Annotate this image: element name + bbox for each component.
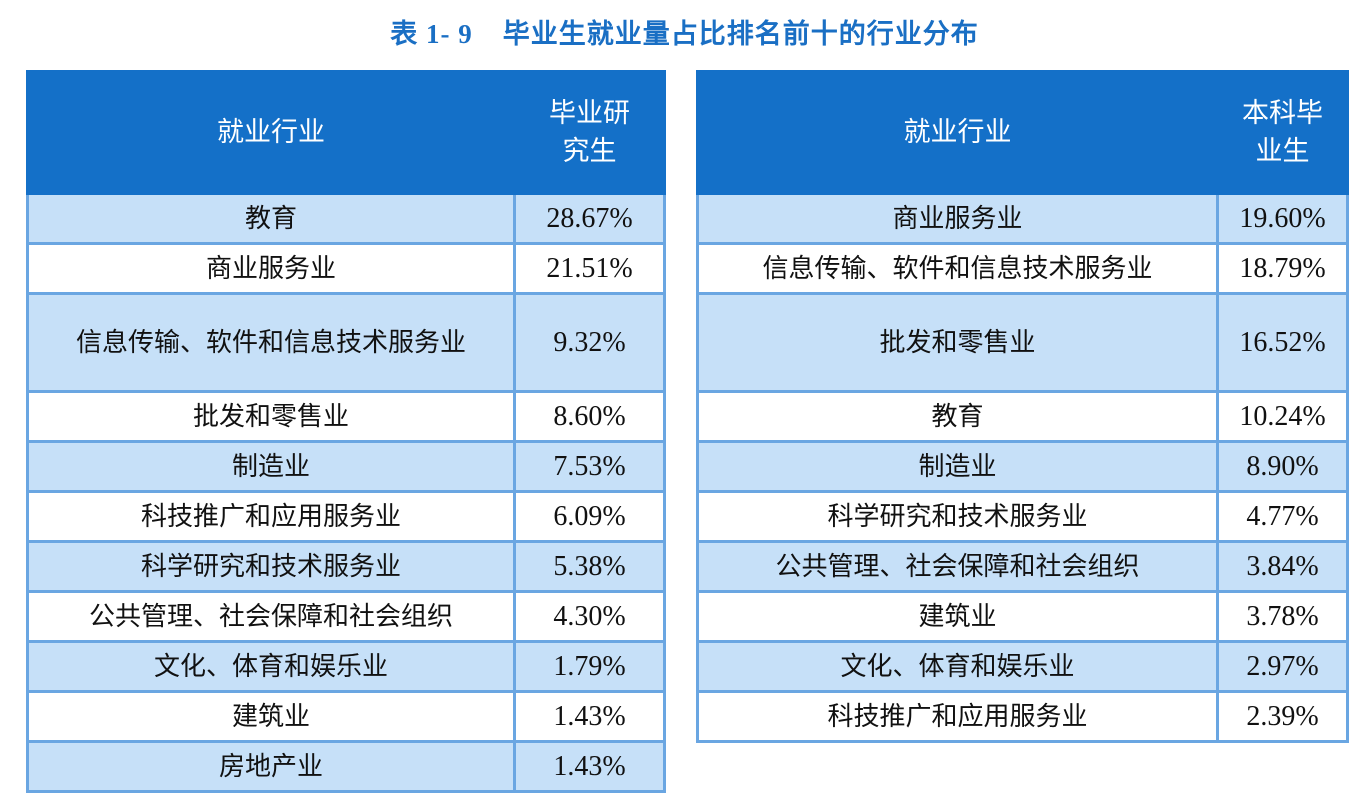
share-cell: 16.52% [1216,292,1349,393]
column-header-industry: 就业行业 [696,70,1219,195]
table-title: 毕业生就业量占比排名前十的行业分布 [502,19,979,50]
share-cell: 8.90% [1216,440,1349,493]
table-row: 批发和零售业 8.60% [26,390,666,443]
column-header-industry: 就业行业 [26,70,516,195]
industry-cell: 科技推广和应用服务业 [696,690,1219,743]
industry-cell: 商业服务业 [26,242,516,295]
table-row: 科学研究和技术服务业 4.77% [696,490,1349,543]
industry-cell: 公共管理、社会保障和社会组织 [26,590,516,643]
share-cell: 19.60% [1216,192,1349,245]
share-cell: 1.43% [513,690,666,743]
industry-cell: 制造业 [696,440,1219,493]
table-row: 教育 28.67% [26,192,666,245]
table-row: 建筑业 3.78% [696,590,1349,643]
share-cell: 4.77% [1216,490,1349,543]
table-row: 商业服务业 19.60% [696,192,1349,245]
table-row: 房地产业 1.43% [26,740,666,793]
column-header-graduate: 毕业研究生 [513,70,666,195]
share-cell: 7.53% [513,440,666,493]
share-cell: 1.43% [513,740,666,793]
share-cell: 21.51% [513,242,666,295]
table-row: 建筑业 1.43% [26,690,666,743]
industry-cell: 建筑业 [696,590,1219,643]
share-cell: 9.32% [513,292,666,393]
table-row: 制造业 8.90% [696,440,1349,493]
share-cell: 18.79% [1216,242,1349,295]
industry-cell: 批发和零售业 [696,292,1219,393]
table-row: 信息传输、软件和信息技术服务业 9.32% [26,292,666,393]
table-row: 信息传输、软件和信息技术服务业 18.79% [696,242,1349,295]
table-row: 科学研究和技术服务业 5.38% [26,540,666,593]
table-row: 批发和零售业 16.52% [696,292,1349,393]
share-cell: 1.79% [513,640,666,693]
share-cell: 2.39% [1216,690,1349,743]
industry-cell: 建筑业 [26,690,516,743]
table-row: 科技推广和应用服务业 2.39% [696,690,1349,743]
table-row: 文化、体育和娱乐业 1.79% [26,640,666,693]
industry-cell: 房地产业 [26,740,516,793]
industry-cell: 批发和零售业 [26,390,516,443]
industry-cell: 制造业 [26,440,516,493]
table-row: 公共管理、社会保障和社会组织 3.84% [696,540,1349,593]
industry-cell: 科学研究和技术服务业 [26,540,516,593]
industry-cell: 信息传输、软件和信息技术服务业 [696,242,1219,295]
share-cell: 10.24% [1216,390,1349,443]
graduate-industry-table: 就业行业 毕业研究生 教育 28.67% 商业服务业 21.51% 信息传输、软… [26,70,666,793]
table-caption: 表 1- 9 毕业生就业量占比排名前十的行业分布 [0,14,1369,55]
share-cell: 6.09% [513,490,666,543]
share-cell: 5.38% [513,540,666,593]
industry-cell: 信息传输、软件和信息技术服务业 [26,292,516,393]
industry-cell: 教育 [696,390,1219,443]
share-cell: 3.78% [1216,590,1349,643]
industry-cell: 公共管理、社会保障和社会组织 [696,540,1219,593]
table-row: 商业服务业 21.51% [26,242,666,295]
industry-cell: 科技推广和应用服务业 [26,490,516,543]
industry-cell: 商业服务业 [696,192,1219,245]
header-row: 就业行业 本科毕业生 [696,70,1349,195]
table-row: 科技推广和应用服务业 6.09% [26,490,666,543]
table-row: 制造业 7.53% [26,440,666,493]
table-row: 公共管理、社会保障和社会组织 4.30% [26,590,666,643]
industry-cell: 文化、体育和娱乐业 [696,640,1219,693]
column-header-undergraduate: 本科毕业生 [1216,70,1349,195]
table-row: 教育 10.24% [696,390,1349,443]
share-cell: 4.30% [513,590,666,643]
table-row: 文化、体育和娱乐业 2.97% [696,640,1349,693]
share-cell: 28.67% [513,192,666,245]
industry-cell: 教育 [26,192,516,245]
undergraduate-industry-table: 就业行业 本科毕业生 商业服务业 19.60% 信息传输、软件和信息技术服务业 … [696,70,1349,743]
table-number: 表 1- 9 [390,19,473,49]
industry-cell: 科学研究和技术服务业 [696,490,1219,543]
share-cell: 8.60% [513,390,666,443]
share-cell: 2.97% [1216,640,1349,693]
header-row: 就业行业 毕业研究生 [26,70,666,195]
industry-cell: 文化、体育和娱乐业 [26,640,516,693]
share-cell: 3.84% [1216,540,1349,593]
